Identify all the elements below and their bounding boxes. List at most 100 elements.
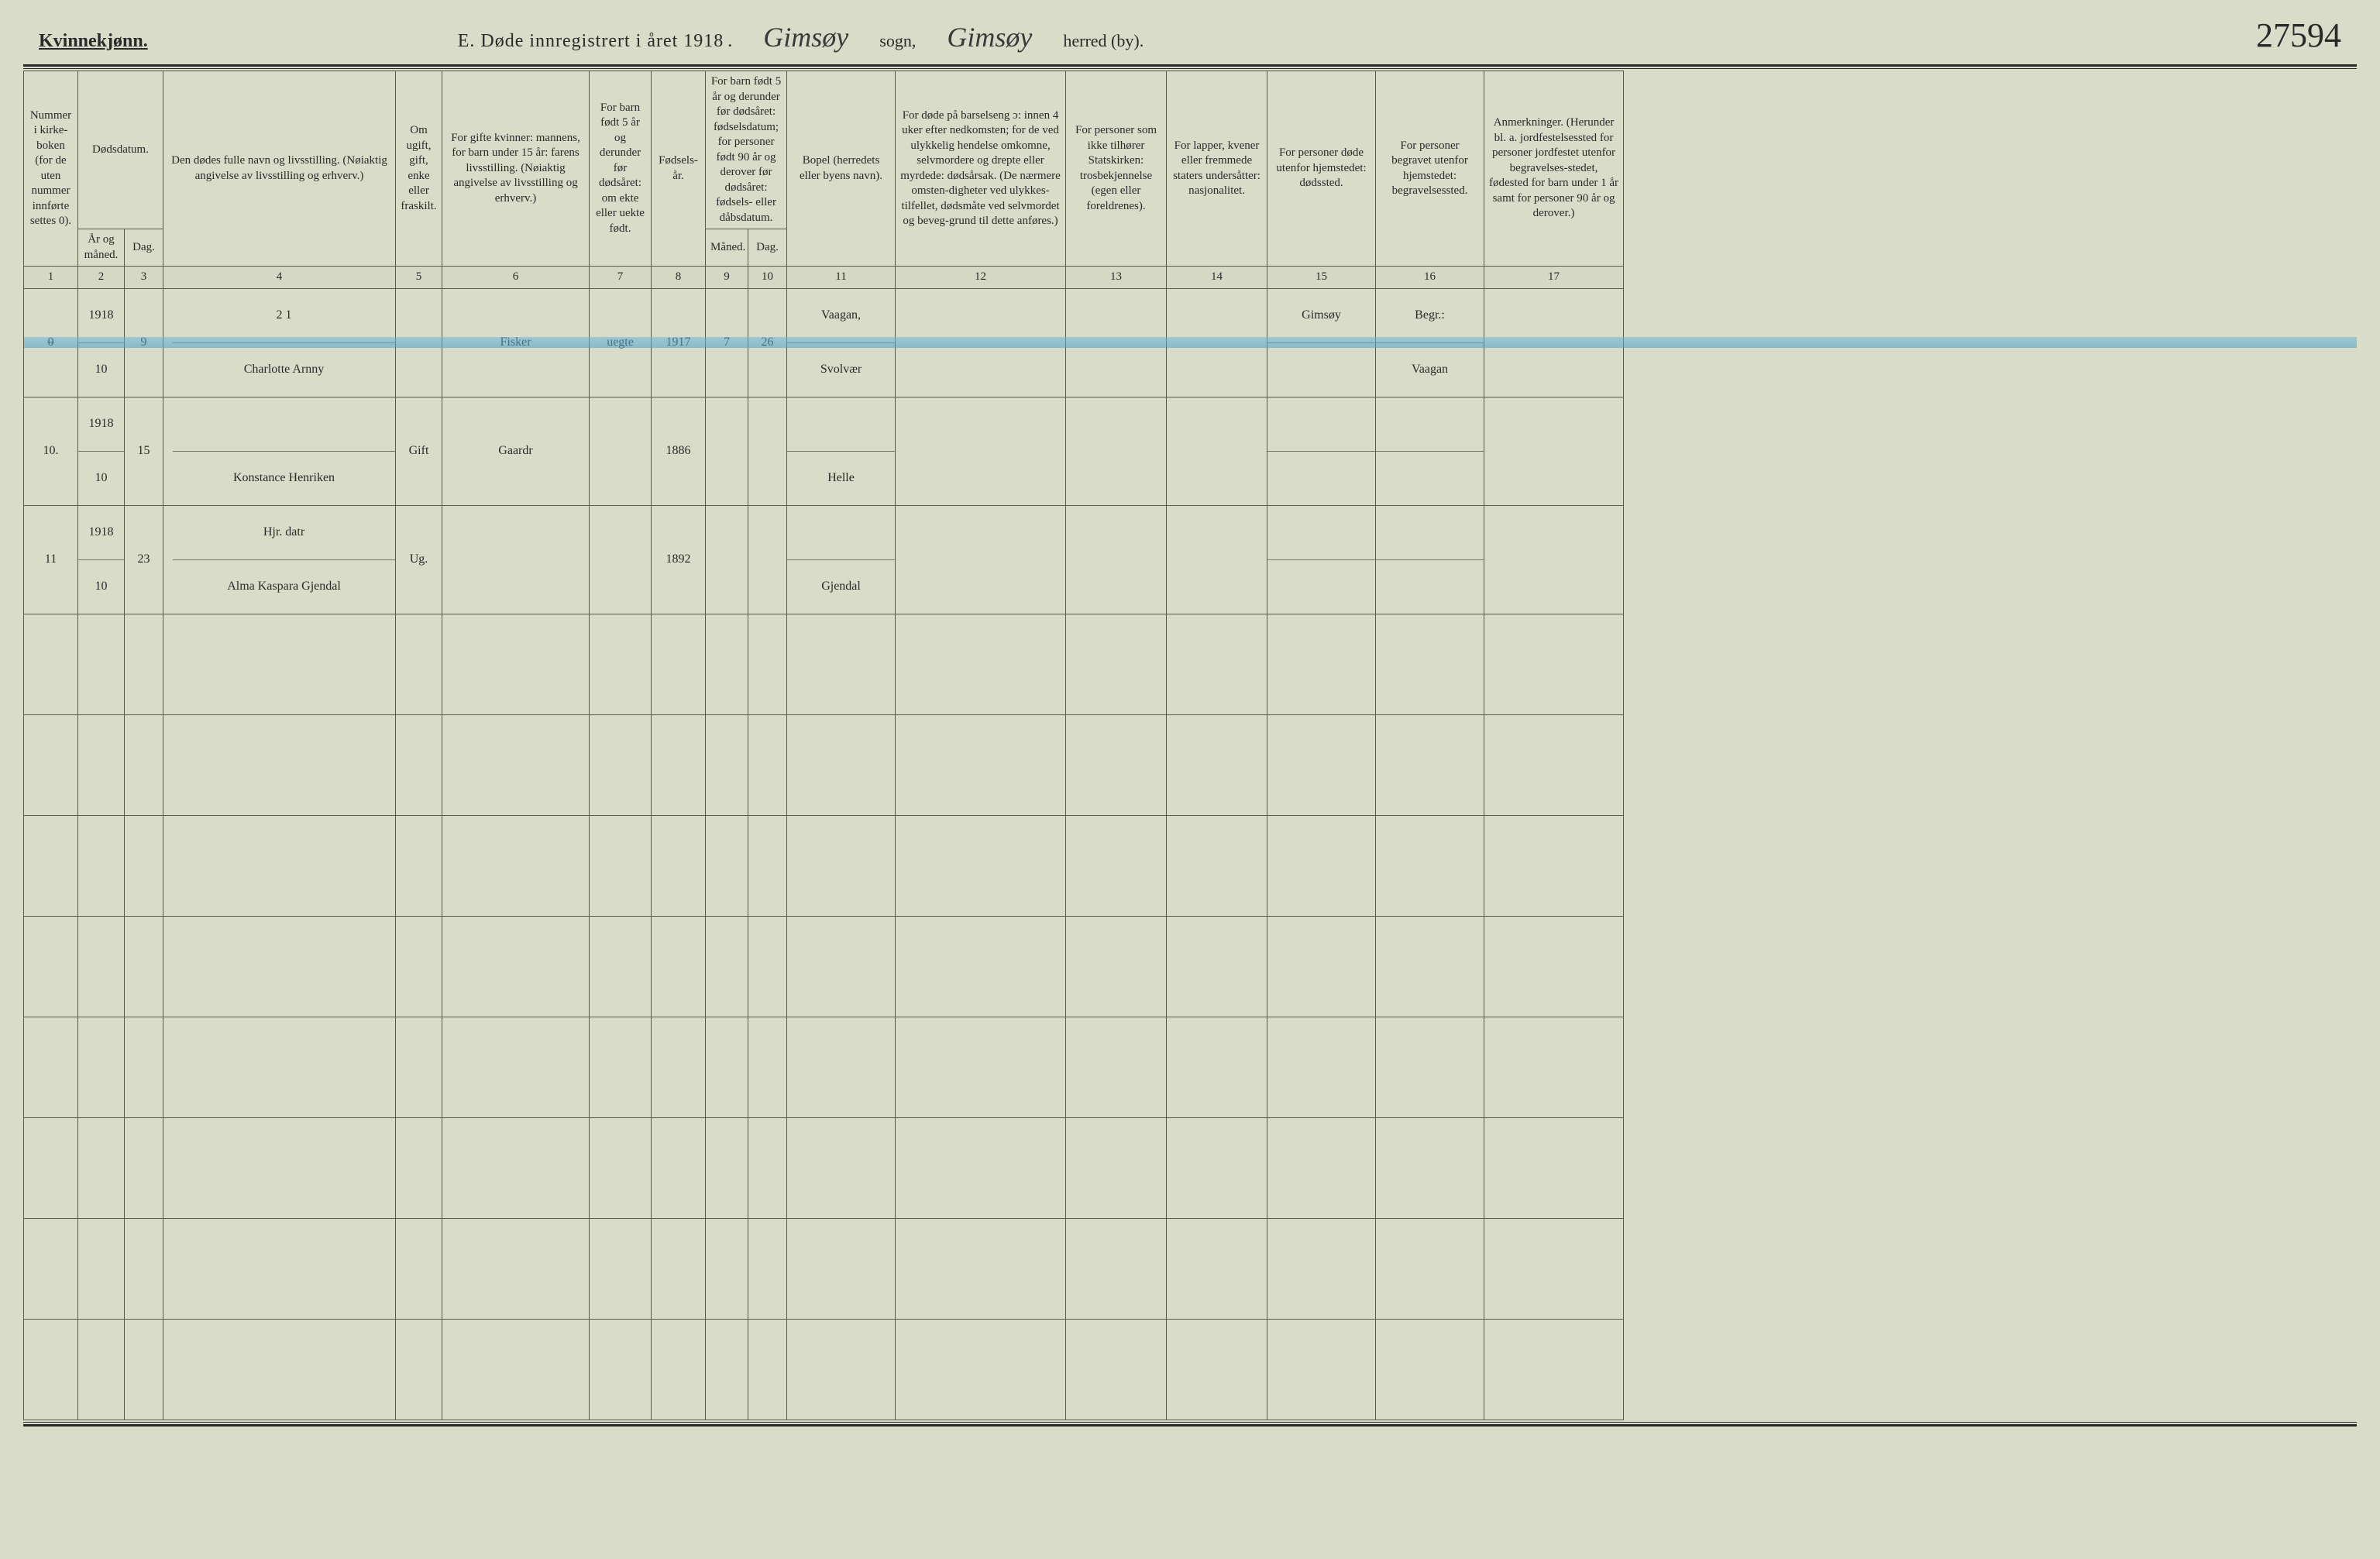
sogn-label: sogn, [879, 31, 916, 51]
empty-cell [396, 1319, 442, 1420]
empty-cell [1376, 1218, 1484, 1319]
col-header-7: For barn født 5 år og derunder før dødså… [590, 71, 652, 267]
empty-cell [896, 614, 1066, 714]
empty-cell [24, 714, 78, 815]
empty-cell [1484, 614, 1624, 714]
cell-bmonth: 7 [706, 288, 748, 397]
empty-cell [163, 714, 396, 815]
herred-label: herred (by). [1063, 31, 1144, 51]
cell-year-month: 191810 [78, 505, 125, 614]
empty-cell [1066, 614, 1167, 714]
cell-year-month: 191810 [78, 397, 125, 505]
col-header-2-top: Dødsdatum. [78, 71, 163, 229]
empty-cell [1267, 1319, 1376, 1420]
table-body: 019181092 1Charlotte ArnnyFiskeruegte191… [24, 288, 2357, 1420]
title-line: E. Døde innregistrert i året 1918 . Gims… [458, 15, 2341, 55]
empty-cell [78, 714, 125, 815]
empty-cell [125, 815, 163, 916]
empty-cell [787, 1218, 896, 1319]
cell-spouse [442, 505, 590, 614]
col-header-4: Den dødes fulle navn og livsstilling. (N… [163, 71, 396, 267]
empty-cell [896, 815, 1066, 916]
top-double-rule [23, 64, 2357, 69]
empty-cell [163, 1017, 396, 1117]
cell-spouse: Gaardr [442, 397, 590, 505]
empty-cell [1267, 815, 1376, 916]
cell-c13 [1066, 397, 1167, 505]
empty-cell [748, 916, 787, 1017]
column-number: 12 [896, 267, 1066, 289]
empty-cell [78, 614, 125, 714]
empty-cell [1167, 916, 1267, 1017]
sogn-value: Gimsøy [763, 21, 848, 53]
empty-cell [1167, 614, 1267, 714]
empty-cell [24, 815, 78, 916]
empty-cell [748, 614, 787, 714]
cell-residence: Gjendal [787, 505, 896, 614]
cell-c16 [1376, 505, 1484, 614]
empty-cell [590, 815, 652, 916]
empty-cell [1066, 1218, 1167, 1319]
empty-cell [787, 1319, 896, 1420]
column-number: 2 [78, 267, 125, 289]
empty-cell [706, 1319, 748, 1420]
empty-cell [396, 1218, 442, 1319]
column-number: 1 [24, 267, 78, 289]
cell-residence: Vaagan,Svolvær [787, 288, 896, 397]
column-number: 14 [1167, 267, 1267, 289]
cell-bday: 26 [748, 288, 787, 397]
table-row-empty [24, 1218, 2357, 1319]
empty-cell [1376, 614, 1484, 714]
col-header-16: For personer begravet utenfor hjemstedet… [1376, 71, 1484, 267]
empty-cell [163, 1117, 396, 1218]
empty-cell [787, 614, 896, 714]
empty-cell [163, 1218, 396, 1319]
empty-cell [896, 1319, 1066, 1420]
cell-name: Konstance Henriken [163, 397, 396, 505]
empty-cell [748, 1319, 787, 1420]
empty-cell [442, 614, 590, 714]
empty-cell [1066, 916, 1167, 1017]
col-header-1: Nummer i kirke-boken (for de uten nummer… [24, 71, 78, 267]
empty-cell [1267, 714, 1376, 815]
empty-cell [396, 714, 442, 815]
empty-cell [396, 815, 442, 916]
empty-cell [1376, 1117, 1484, 1218]
empty-cell [1484, 1319, 1624, 1420]
column-number: 6 [442, 267, 590, 289]
col-header-17: Anmerkninger. (Herunder bl. a. jordfeste… [1484, 71, 1624, 267]
empty-cell [78, 1218, 125, 1319]
empty-cell [442, 1017, 590, 1117]
col-header-6: For gifte kvinner: mannens, for barn und… [442, 71, 590, 267]
table-row-empty [24, 1117, 2357, 1218]
empty-cell [1066, 1319, 1167, 1420]
empty-cell [1167, 1017, 1267, 1117]
table-row-empty [24, 614, 2357, 714]
empty-cell [652, 815, 706, 916]
column-number: 16 [1376, 267, 1484, 289]
empty-cell [78, 1017, 125, 1117]
empty-cell [442, 815, 590, 916]
empty-cell [396, 916, 442, 1017]
col-header-14: For lapper, kvener eller fremmede stater… [1167, 71, 1267, 267]
cell-bmonth [706, 397, 748, 505]
empty-cell [1376, 714, 1484, 815]
empty-cell [706, 1017, 748, 1117]
empty-cell [652, 1218, 706, 1319]
empty-cell [1484, 714, 1624, 815]
empty-cell [396, 1017, 442, 1117]
cell-c12 [896, 288, 1066, 397]
empty-cell [706, 714, 748, 815]
col-header-5: Om ugift, gift, enke eller fraskilt. [396, 71, 442, 267]
cell-c14 [1167, 397, 1267, 505]
empty-cell [125, 714, 163, 815]
column-number: 10 [748, 267, 787, 289]
cell-status: Gift [396, 397, 442, 505]
empty-cell [125, 1319, 163, 1420]
empty-cell [896, 1218, 1066, 1319]
empty-cell [125, 1218, 163, 1319]
column-number: 13 [1066, 267, 1167, 289]
empty-cell [163, 916, 396, 1017]
empty-cell [590, 1319, 652, 1420]
col-header-8: Fødsels-år. [652, 71, 706, 267]
